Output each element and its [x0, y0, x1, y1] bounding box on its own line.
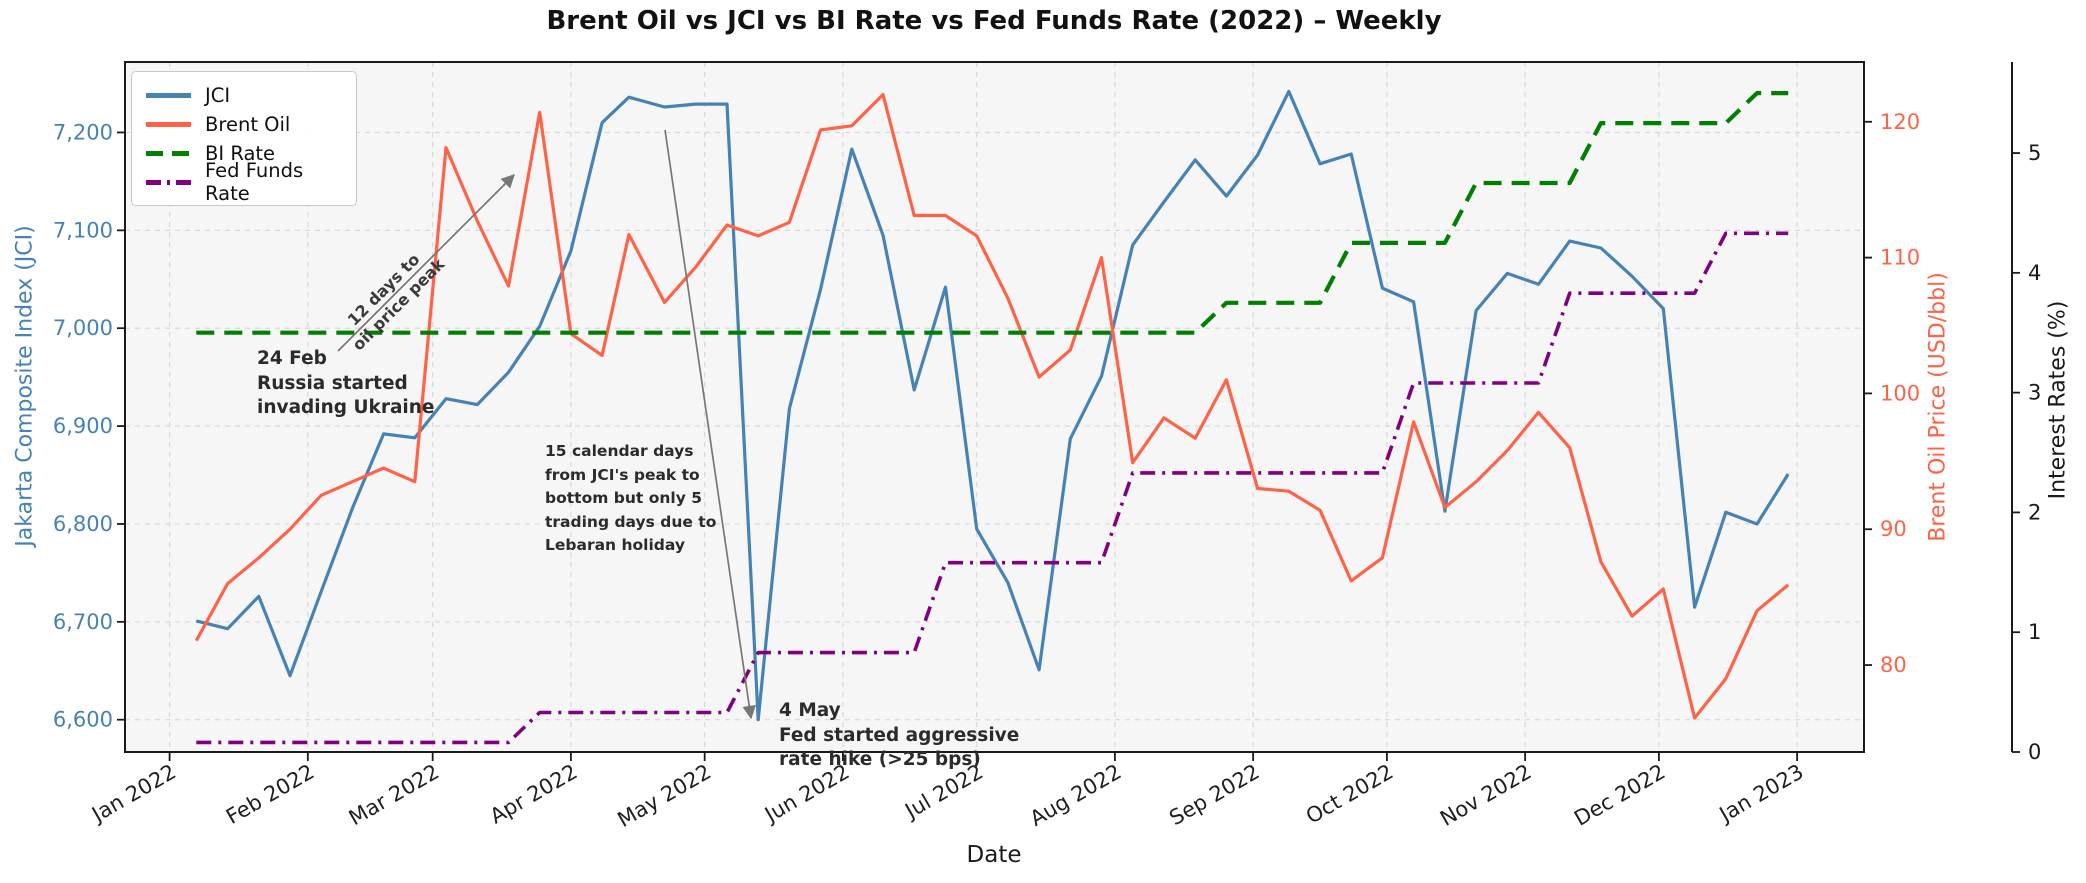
brent-line-swatch [146, 121, 191, 127]
legend-label: Fed Funds Rate [205, 159, 304, 205]
rates-tick-label: 5 [2028, 141, 2041, 165]
jci-tick-label: 7,200 [53, 120, 113, 144]
fed-funds-rate-line [196, 231, 1789, 745]
brent-tick-label: 120 [1880, 110, 1920, 134]
rates-tick-label: 1 [2028, 620, 2041, 644]
jci-tick-label: 6,900 [53, 414, 113, 438]
plot-border [124, 61, 1865, 753]
rates-tick-label: 3 [2028, 381, 2041, 405]
y-axis-label-rates: Interest Rates (%) [2045, 300, 2071, 500]
rates-tick-label: 0 [2028, 740, 2041, 764]
bi-rate-line [196, 90, 1789, 335]
legend-item-fed-funds: Fed Funds Rate [146, 159, 342, 205]
jci-crash-arrow [664, 129, 756, 720]
x-tick-label: May 2022 [613, 760, 715, 833]
x-tick-label: Jan 2023 [1714, 760, 1808, 828]
x-tick-label: Dec 2022 [1570, 760, 1669, 831]
legend-label: JCI [205, 83, 231, 107]
brent-tick-label: 80 [1880, 653, 1907, 677]
y-axis-label-brent: Brent Oil Price (USD/bbl) [1925, 272, 1951, 542]
x-tick-label: Mar 2022 [345, 760, 443, 831]
x-axis-label: Date [966, 842, 1022, 868]
x-tick-label: Aug 2022 [1026, 760, 1126, 831]
legend-label: Brent Oil [205, 112, 291, 136]
brent-tick-label: 110 [1880, 246, 1920, 270]
annotation-lebaran-holiday: 15 calendar days from JCI's peak to bott… [545, 442, 717, 554]
legend-item-jci: JCI [146, 83, 342, 107]
x-tick-label: Nov 2022 [1436, 760, 1536, 831]
fed-funds-line-swatch [146, 179, 191, 185]
jci-tick-label: 6,600 [53, 708, 113, 732]
brent-tick-label: 100 [1880, 381, 1920, 405]
rates-tick-label: 4 [2028, 261, 2041, 285]
legend-label: BI Rate [205, 141, 276, 165]
bi-rate-line-swatch [146, 150, 191, 156]
jci-line-swatch [146, 92, 191, 98]
legend: JCI Brent Oil BI Rate Fed Funds Rate [131, 71, 357, 206]
annotation-fed-rate-hike: 4 May Fed started aggressive rate hike (… [779, 700, 1020, 770]
jci-line [195, 89, 1790, 722]
x-tick-label: Jan 2022 [86, 760, 180, 828]
jci-tick-label: 7,000 [53, 316, 113, 340]
annotation-russia-invasion: 24 Feb Russia started invading Ukraine [257, 348, 435, 418]
brent-tick-label: 90 [1880, 517, 1907, 541]
legend-item-bi-rate: BI Rate [146, 141, 342, 165]
oil-peak-arrow [337, 174, 515, 352]
jci-tick-label: 6,800 [53, 512, 113, 536]
x-tick-label: Apr 2022 [486, 760, 582, 829]
x-tick-label: Oct 2022 [1302, 760, 1398, 829]
x-tick-label: Feb 2022 [222, 760, 318, 829]
legend-item-brent: Brent Oil [146, 112, 342, 136]
y-axis-label-jci: Jakarta Composite Index (JCI) [12, 225, 38, 547]
rates-tick-label: 2 [2028, 500, 2041, 524]
chart-title: Brent Oil vs JCI vs BI Rate vs Fed Funds… [546, 6, 1442, 36]
x-tick-label: Sep 2022 [1165, 760, 1263, 831]
jci-tick-label: 6,700 [53, 610, 113, 634]
jci-tick-label: 7,100 [53, 218, 113, 242]
brent-oil-line [194, 92, 1790, 720]
